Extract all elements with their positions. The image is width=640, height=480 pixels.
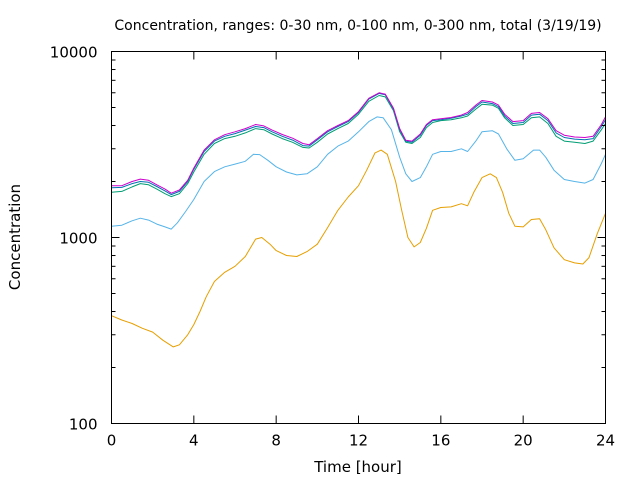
x-tick-label: 8 bbox=[271, 432, 281, 450]
plot-frame bbox=[111, 51, 606, 424]
chart-title: Concentration, ranges: 0-30 nm, 0-100 nm… bbox=[114, 18, 601, 34]
series-line-2 bbox=[111, 116, 606, 230]
x-tick-label: 4 bbox=[189, 432, 199, 450]
y-tick-label: 100 bbox=[69, 416, 98, 434]
y-tick-label: 1000 bbox=[59, 230, 97, 248]
series-line-5 bbox=[111, 92, 606, 194]
x-tick-label: 24 bbox=[596, 432, 615, 450]
series-line-4 bbox=[111, 92, 606, 196]
x-tick-label: 0 bbox=[107, 432, 117, 450]
y-axis: 100 1000 10000 bbox=[50, 44, 606, 434]
x-tick-label: 16 bbox=[431, 432, 450, 450]
x-axis-label: Time [hour] bbox=[313, 458, 402, 476]
series-line-3 bbox=[111, 95, 606, 198]
x-tick-label: 12 bbox=[349, 432, 368, 450]
x-axis: 0 4 8 12 16 20 24 bbox=[107, 51, 615, 450]
x-tick-label: 20 bbox=[514, 432, 533, 450]
y-tick-label: 10000 bbox=[50, 44, 98, 62]
y-axis-label: Concentration bbox=[6, 184, 24, 290]
series-layer bbox=[111, 92, 606, 348]
series-line-1 bbox=[111, 149, 606, 348]
